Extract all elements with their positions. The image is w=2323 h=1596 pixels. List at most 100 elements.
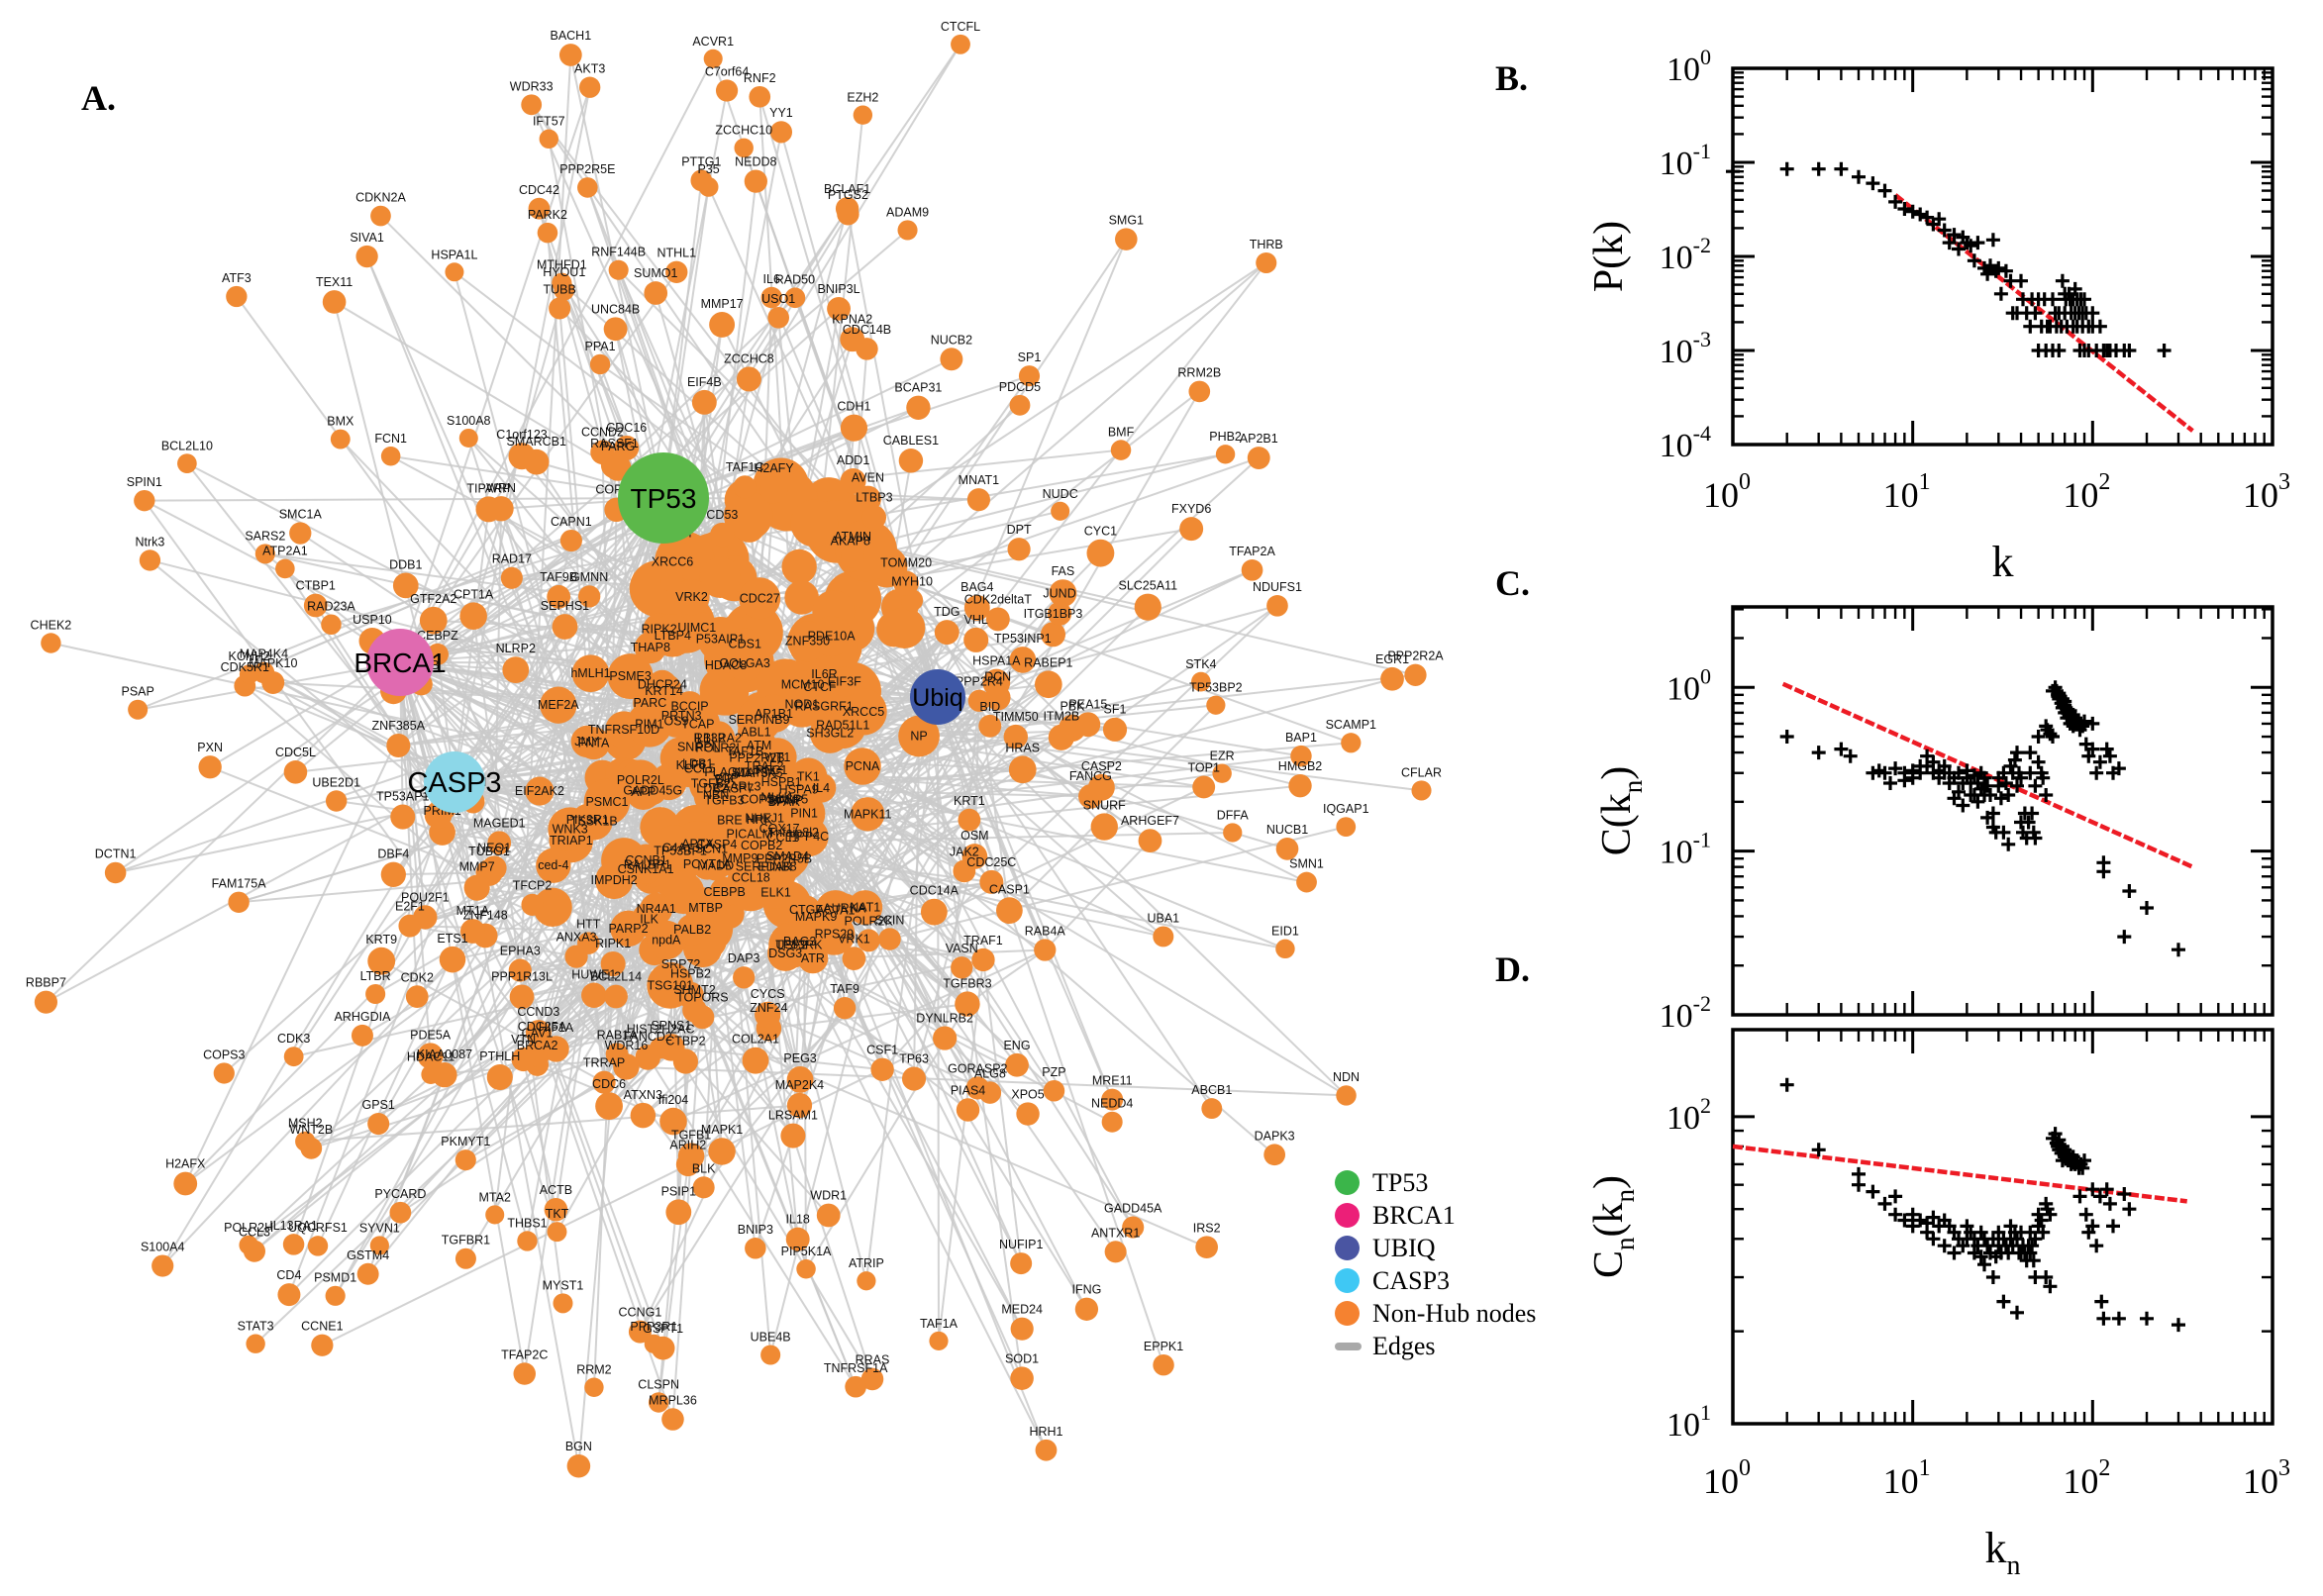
gene-label: WDR1 xyxy=(810,1189,847,1203)
network-node xyxy=(965,1076,989,1100)
gene-label: PPP2R2B xyxy=(729,751,784,765)
gene-label: CTCFL xyxy=(941,20,980,34)
network-node xyxy=(521,893,544,916)
gene-label: KLF6 xyxy=(676,758,706,772)
gene-label: CTBP2 xyxy=(665,1034,705,1047)
gene-label: CCND2 xyxy=(581,426,624,440)
network-node xyxy=(613,1053,640,1080)
gene-label: CFLAR xyxy=(1401,765,1442,779)
network-node xyxy=(961,844,988,869)
network-node xyxy=(577,585,601,608)
gene-label: TNFRSF10D xyxy=(588,723,659,737)
gene-label: MAP2K4 xyxy=(775,1078,824,1092)
network-node xyxy=(307,1236,329,1256)
network-node xyxy=(325,1285,346,1306)
network-node xyxy=(940,348,963,371)
gene-label: SEPHS1 xyxy=(541,599,589,613)
panel-a-label: A. xyxy=(81,78,116,118)
network-node xyxy=(283,760,308,784)
plot-frame xyxy=(1731,605,2274,1017)
gene-label: HTT xyxy=(576,917,601,931)
gene-label: HDAC8 xyxy=(705,658,747,672)
gene-label: SMARCB1 xyxy=(507,435,566,449)
network-node xyxy=(134,489,155,512)
gene-label: CDC42 xyxy=(519,183,559,197)
gene-label: CYC1 xyxy=(1084,525,1117,539)
gene-label: WRN xyxy=(486,481,516,495)
network-node xyxy=(840,327,865,352)
gene-label: PSME3 xyxy=(609,669,651,683)
network-node xyxy=(813,913,856,955)
scatter-points xyxy=(1779,1077,2185,1333)
gene-label: PEA15 xyxy=(1068,697,1107,711)
network-node xyxy=(1074,1297,1099,1321)
x-axis-label: k xyxy=(1992,538,2014,586)
network-node xyxy=(1035,1439,1058,1461)
gene-label: CAPN1 xyxy=(551,515,592,529)
gene-label: HSPB2 xyxy=(670,967,711,981)
network-node xyxy=(458,428,478,449)
gene-label: S100A4 xyxy=(141,1240,185,1253)
gene-label: SH3GL2 xyxy=(806,726,854,740)
gene-label: PDCD5 xyxy=(999,380,1041,394)
network-node xyxy=(289,522,312,545)
gene-label: KCNH2 xyxy=(229,649,270,663)
network-node xyxy=(1192,775,1216,799)
gene-label: UQCRFS1 xyxy=(288,1221,348,1235)
gene-label: SMN1 xyxy=(1289,857,1324,871)
gene-label: NUDC xyxy=(1043,487,1078,501)
network-node xyxy=(673,578,710,616)
network-node xyxy=(398,914,422,938)
gene-label: RAD50 xyxy=(775,272,815,286)
gene-label: RBBP7 xyxy=(26,976,66,990)
x-axis-tick-label: 102 xyxy=(2063,469,2110,515)
gene-label: CCL3 xyxy=(239,1226,270,1240)
network-node xyxy=(536,848,571,883)
gene-label: CCL1 xyxy=(767,831,799,845)
gene-label: RPS29 xyxy=(815,928,855,942)
plot-frame xyxy=(1731,66,2274,447)
legend-item: TP53 xyxy=(1335,1166,1536,1199)
gene-label: CSF1 xyxy=(866,1044,898,1057)
network-node xyxy=(901,1066,927,1091)
gene-label: PSAP xyxy=(121,685,153,699)
network-node xyxy=(173,1171,198,1196)
network-node xyxy=(705,781,744,820)
panel-c-label: C. xyxy=(1495,563,1530,603)
network-node xyxy=(659,1107,687,1136)
gene-label: VRK2 xyxy=(675,590,708,604)
gene-label: CTCF xyxy=(803,680,837,694)
gene-label: CDH1 xyxy=(837,400,870,414)
network-node xyxy=(1290,745,1312,767)
network-node xyxy=(898,449,924,473)
gene-label: IFT57 xyxy=(533,115,565,129)
network-node xyxy=(1010,1252,1033,1275)
network-node xyxy=(833,996,857,1020)
gene-label: PSIP1 xyxy=(661,1184,696,1198)
gene-label: BAP1 xyxy=(1285,731,1317,745)
gene-label: ARHGEF7 xyxy=(1121,814,1179,828)
gene-label: CDC14A xyxy=(910,884,960,898)
gene-label: C7orf64 xyxy=(705,64,750,78)
network-node xyxy=(1005,1052,1029,1077)
y-axis-tick-label: 10-1 xyxy=(1660,828,1711,871)
gene-label: TP63 xyxy=(899,1051,929,1065)
gene-label: CTBP1 xyxy=(296,579,336,593)
gene-label: NLRP2 xyxy=(496,642,536,655)
gene-label: XRCC5 xyxy=(843,705,884,719)
network-node xyxy=(509,984,535,1010)
gene-label: USO1 xyxy=(761,292,795,306)
gene-label: WDR16 xyxy=(605,1039,649,1052)
gene-label: VCP xyxy=(713,771,739,785)
network-node xyxy=(1003,724,1029,749)
x-axis-tick-label: 101 xyxy=(1883,469,1931,515)
gene-label: CEBPZ xyxy=(417,629,458,643)
network-node xyxy=(330,429,351,449)
legend-edge-swatch xyxy=(1335,1342,1362,1350)
gene-label: DDB1 xyxy=(389,558,422,572)
y-axis-tick-label: 100 xyxy=(1666,45,1711,88)
network-node xyxy=(979,869,1004,894)
gene-label: LTBR xyxy=(360,969,391,983)
